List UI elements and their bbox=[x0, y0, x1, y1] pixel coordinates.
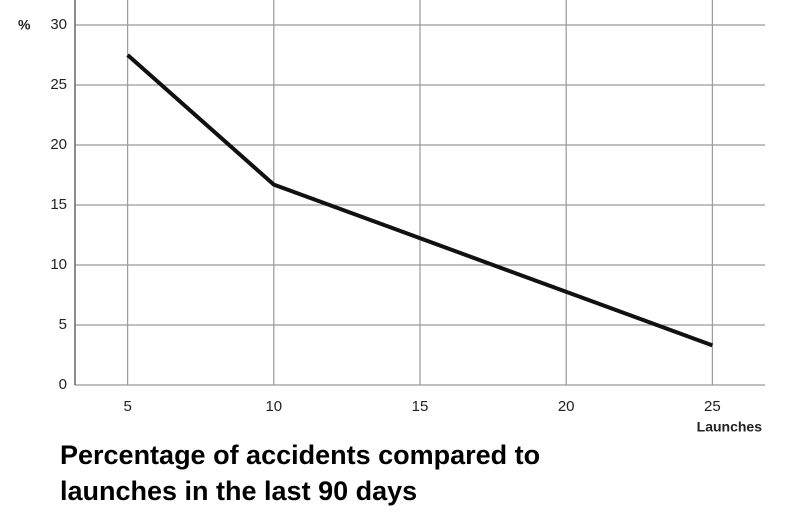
x-tick-label: 15 bbox=[412, 398, 429, 415]
y-tick-label: 10 bbox=[50, 256, 67, 273]
y-tick-label: 5 bbox=[59, 316, 67, 333]
x-axis-label: Launches bbox=[697, 419, 763, 435]
chart-title: launches in the last 90 days bbox=[60, 476, 417, 506]
y-tick-label: 0 bbox=[59, 376, 67, 393]
y-tick-label: 15 bbox=[50, 196, 67, 213]
x-tick-label: 20 bbox=[558, 398, 575, 415]
x-tick-label: 5 bbox=[123, 398, 131, 415]
line bbox=[126, 53, 714, 348]
x-tick-label: 25 bbox=[704, 398, 721, 415]
chart-title: Percentage of accidents compared to bbox=[60, 440, 540, 470]
y-tick-label: 25 bbox=[50, 76, 67, 93]
y-tick-label: 30 bbox=[50, 16, 67, 33]
y-tick-label: 20 bbox=[50, 136, 67, 153]
x-tick-label: 10 bbox=[265, 398, 282, 415]
y-axis-label: % bbox=[18, 17, 31, 33]
